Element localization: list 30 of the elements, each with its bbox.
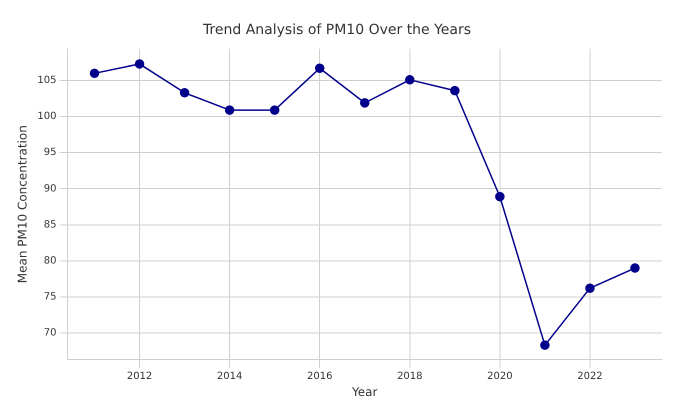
y-tick-label: 85 [44, 219, 56, 230]
x-axis-title: Year [351, 384, 378, 399]
point [180, 88, 190, 98]
y-tick-label: 100 [37, 111, 56, 122]
y-tick-label: 75 [44, 291, 56, 302]
y-tick-label: 70 [44, 328, 56, 339]
point [270, 105, 280, 115]
point [405, 75, 415, 85]
y-tick-label: 80 [44, 255, 56, 266]
point [134, 59, 144, 69]
point [495, 192, 505, 202]
x-tick-label: 2014 [216, 371, 242, 382]
x-tick-label: 2012 [126, 371, 152, 382]
x-tick-label: 2016 [306, 371, 332, 382]
point [314, 64, 324, 74]
chart-title: Trend Analysis of PM10 Over the Years [202, 22, 472, 38]
y-axis-title: Mean PM10 Concentration [15, 125, 30, 284]
y-tick-label: 105 [37, 75, 56, 86]
point [630, 263, 640, 273]
x-tick-label: 2018 [397, 371, 423, 382]
y-tick-label: 95 [44, 147, 56, 158]
point [585, 283, 595, 293]
y-tick-label: 90 [44, 183, 56, 194]
x-tick-label: 2022 [577, 371, 603, 382]
x-tick-label: 2020 [487, 371, 513, 382]
point [224, 105, 234, 115]
point [90, 68, 100, 78]
point [450, 86, 460, 96]
point [540, 340, 550, 350]
point [360, 98, 370, 108]
